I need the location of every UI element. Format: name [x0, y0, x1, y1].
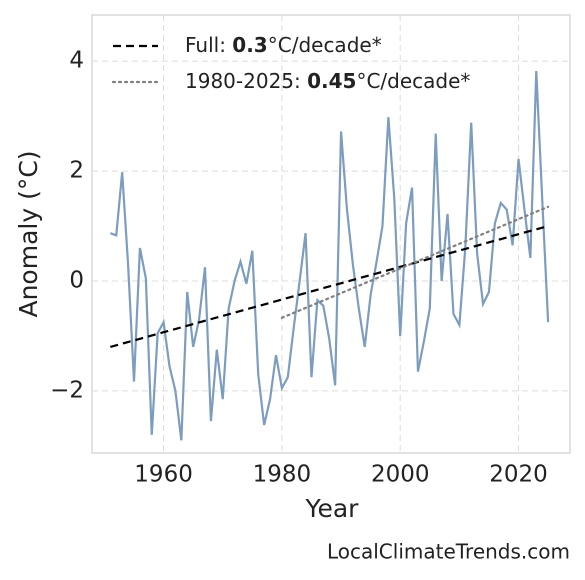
series-line — [280, 205, 550, 319]
x-tick-label: 2020 — [489, 462, 548, 488]
plot-frame — [91, 14, 571, 454]
x-tick-label: 2000 — [371, 462, 430, 488]
legend: Full: 0.3°C/decade*1980-2025: 0.45°C/dec… — [111, 33, 470, 93]
y-tick-label: 4 — [69, 48, 84, 74]
y-tick-label: −2 — [50, 377, 84, 403]
legend-label-part: °C/decade* — [268, 33, 382, 57]
x-tick-label: 1980 — [253, 462, 312, 488]
y-tick-label: 2 — [69, 158, 84, 184]
series-line — [109, 71, 550, 441]
grid — [92, 15, 570, 453]
legend-label-part: 0.3 — [232, 33, 267, 57]
series-line — [110, 224, 549, 348]
legend-label: 1980-2025: 0.45°C/decade* — [185, 69, 470, 93]
source: LocalClimateTrends.com — [327, 540, 570, 564]
y-tick-label: 0 — [69, 267, 84, 293]
y-axis-label: Anomaly (°C) — [14, 150, 43, 317]
legend-label-part: 1980-2025: — [185, 69, 307, 93]
x-tick-label: 1960 — [134, 462, 193, 488]
legend-label: Full: 0.3°C/decade* — [185, 33, 382, 57]
x-axis-label: Year — [305, 494, 360, 523]
legend-label-part: °C/decade* — [356, 69, 470, 93]
legend-label-part: 0.45 — [307, 69, 356, 93]
legend-label-part: Full: — [185, 33, 232, 57]
